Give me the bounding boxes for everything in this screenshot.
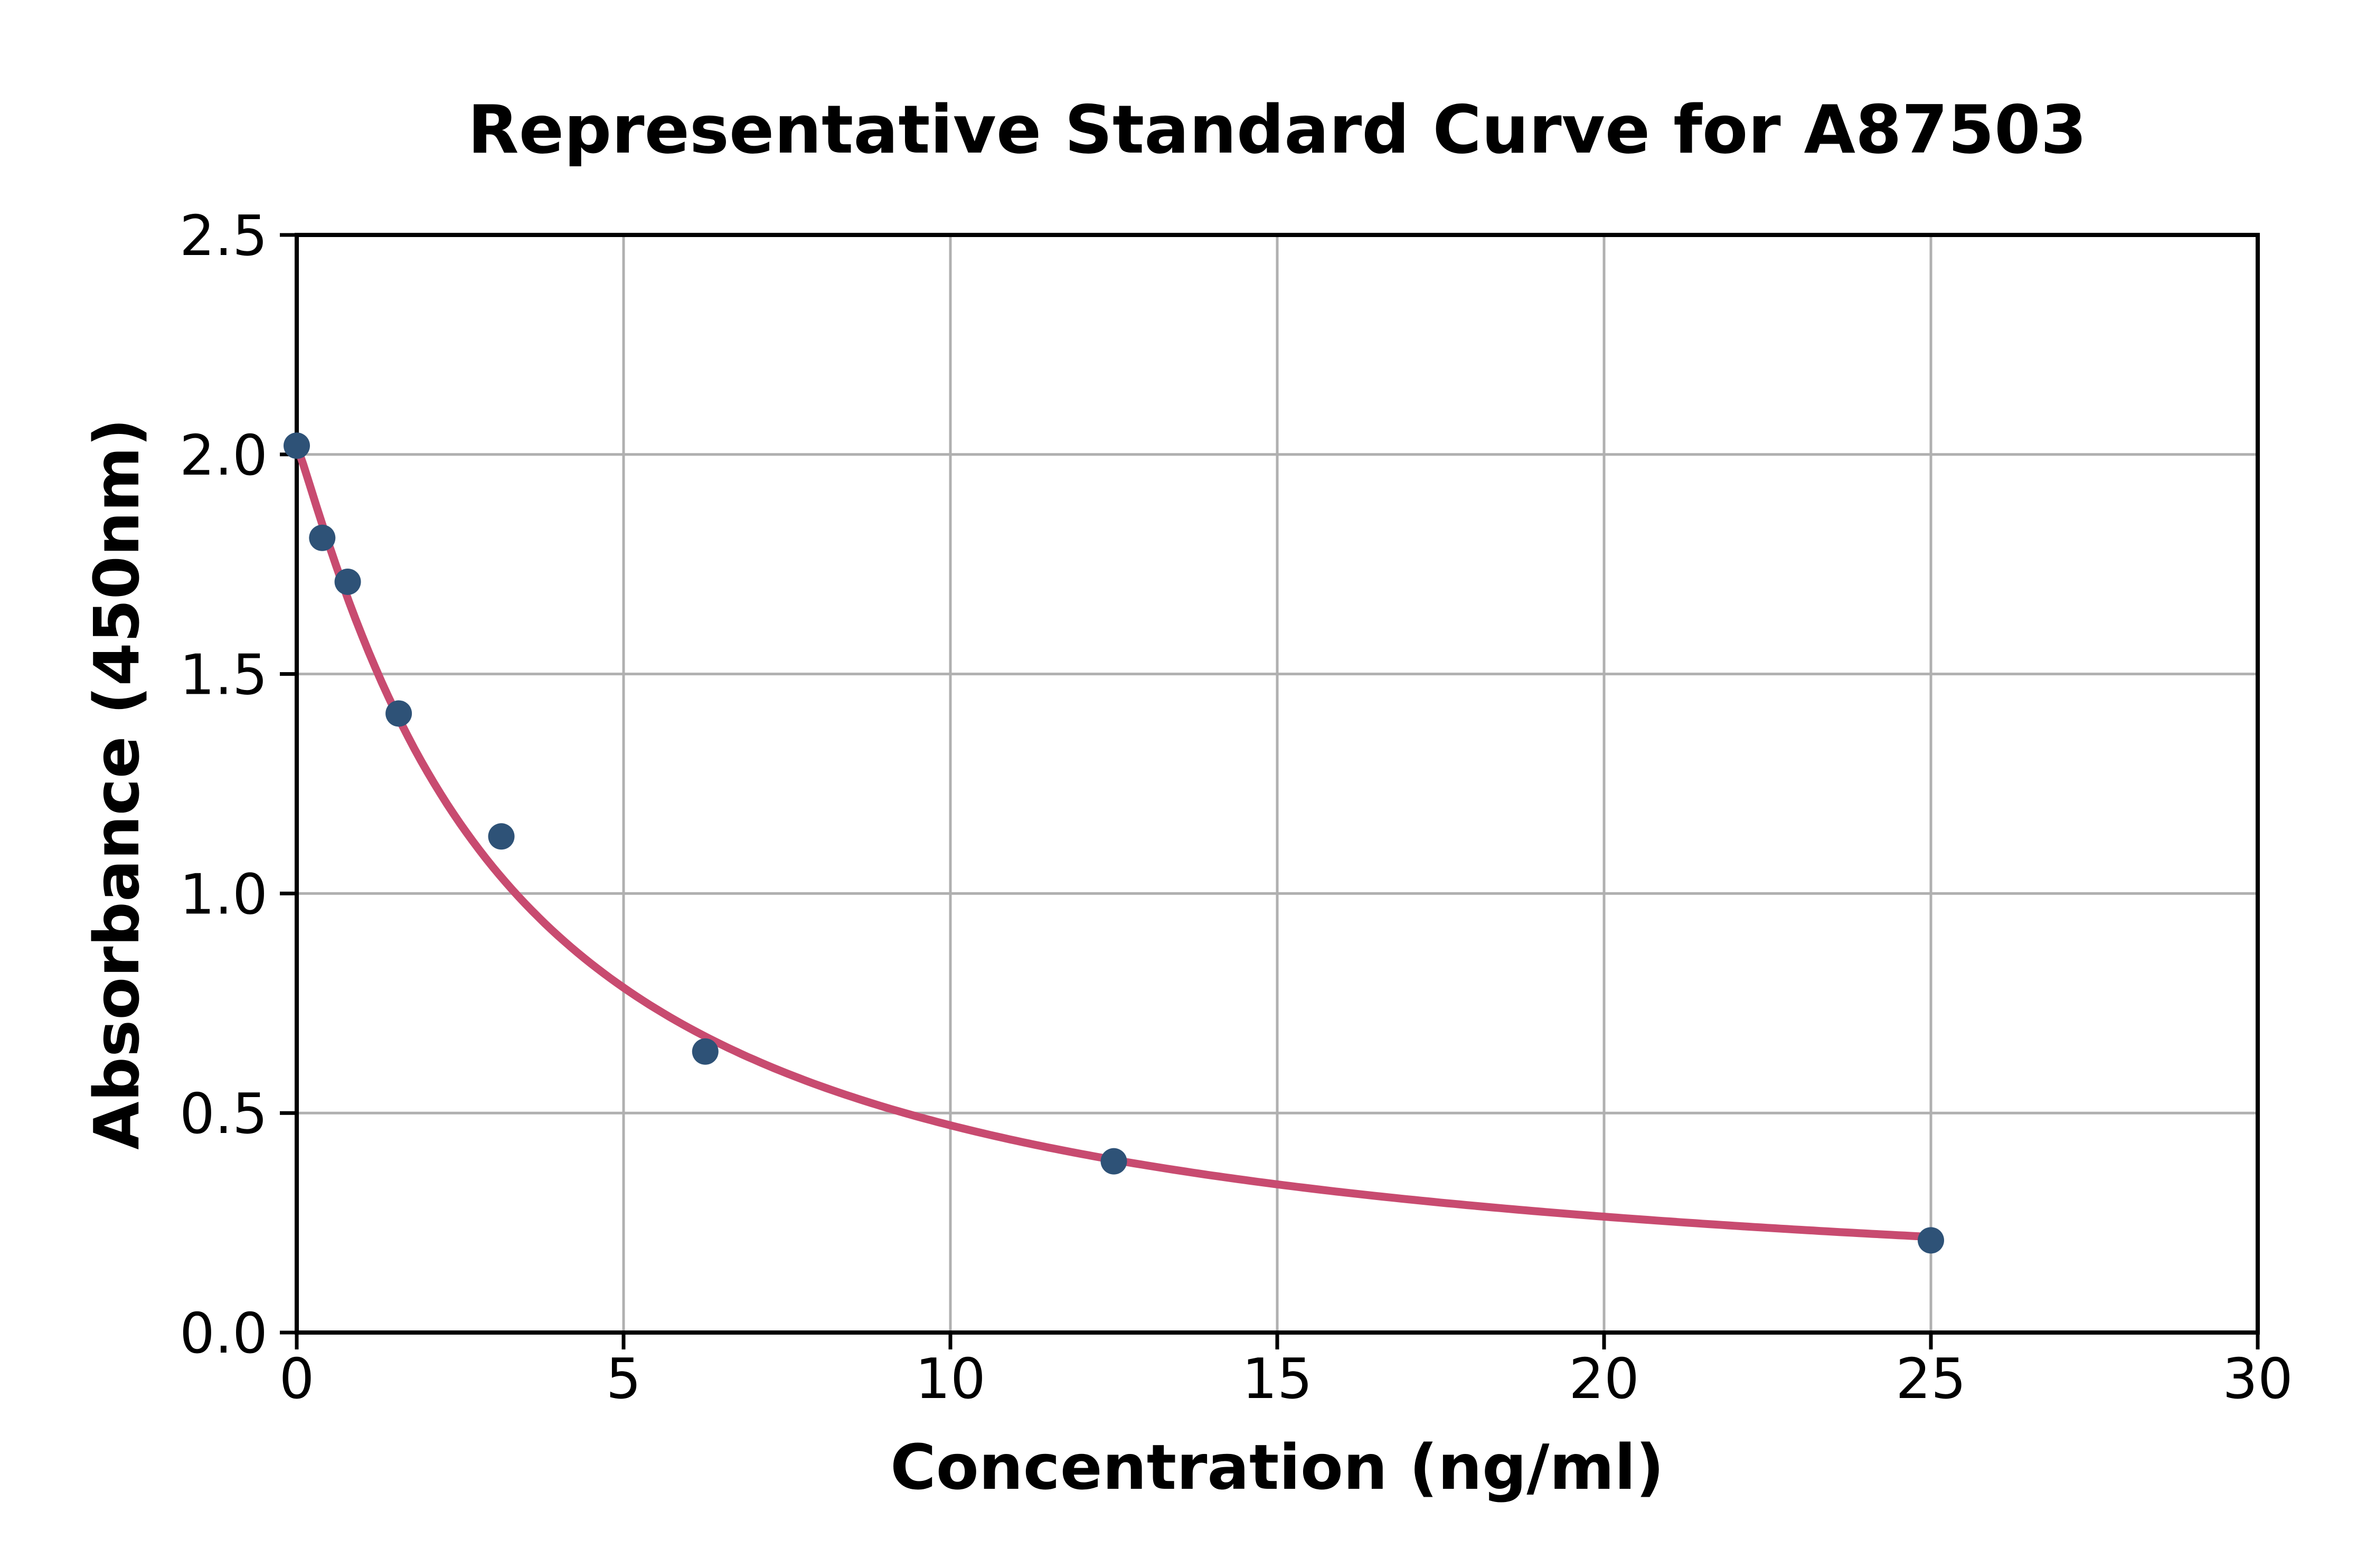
y-tick-label: 1.0: [180, 862, 268, 927]
y-tick-label: 2.0: [180, 423, 268, 488]
plot-frame: [295, 233, 2260, 1335]
data-point: [1918, 1227, 1944, 1254]
data-point: [334, 568, 361, 595]
x-tick-label: 25: [1896, 1347, 1966, 1411]
x-tick-label: 30: [2222, 1347, 2293, 1411]
y-axis-label: Absorbance (450nm): [80, 418, 153, 1150]
y-tick-label: 0.0: [180, 1301, 268, 1366]
x-tick-label: 20: [1569, 1347, 1639, 1411]
x-axis-label: Concentration (ng/ml): [890, 1431, 1664, 1504]
data-point: [1100, 1148, 1127, 1175]
plot-spines: [295, 233, 2260, 1335]
tick-labels: 0 5 10 15 20 25 30 0.0 0.5 1.0 1.5 2.0 2.5: [180, 204, 2293, 1411]
data-point: [692, 1038, 719, 1065]
data-point: [385, 700, 412, 727]
y-tick-label: 2.5: [180, 204, 268, 268]
chart-title: Representative Standard Curve for A87503: [468, 91, 2087, 168]
data-point: [309, 524, 336, 551]
y-tick-label: 1.5: [180, 643, 268, 707]
gridlines: [297, 235, 2258, 1333]
standard-curve-line: [293, 441, 1935, 1241]
x-tick-label: 10: [915, 1347, 986, 1411]
tick-marks: [280, 233, 2260, 1349]
y-tick-label: 0.5: [180, 1082, 268, 1146]
fit-curve: [293, 441, 1935, 1241]
data-point: [488, 823, 515, 850]
x-tick-label: 5: [606, 1347, 642, 1411]
x-tick-label: 0: [279, 1347, 315, 1411]
x-tick-label: 15: [1242, 1347, 1313, 1411]
data-points: [284, 432, 1944, 1254]
data-point: [284, 432, 310, 459]
